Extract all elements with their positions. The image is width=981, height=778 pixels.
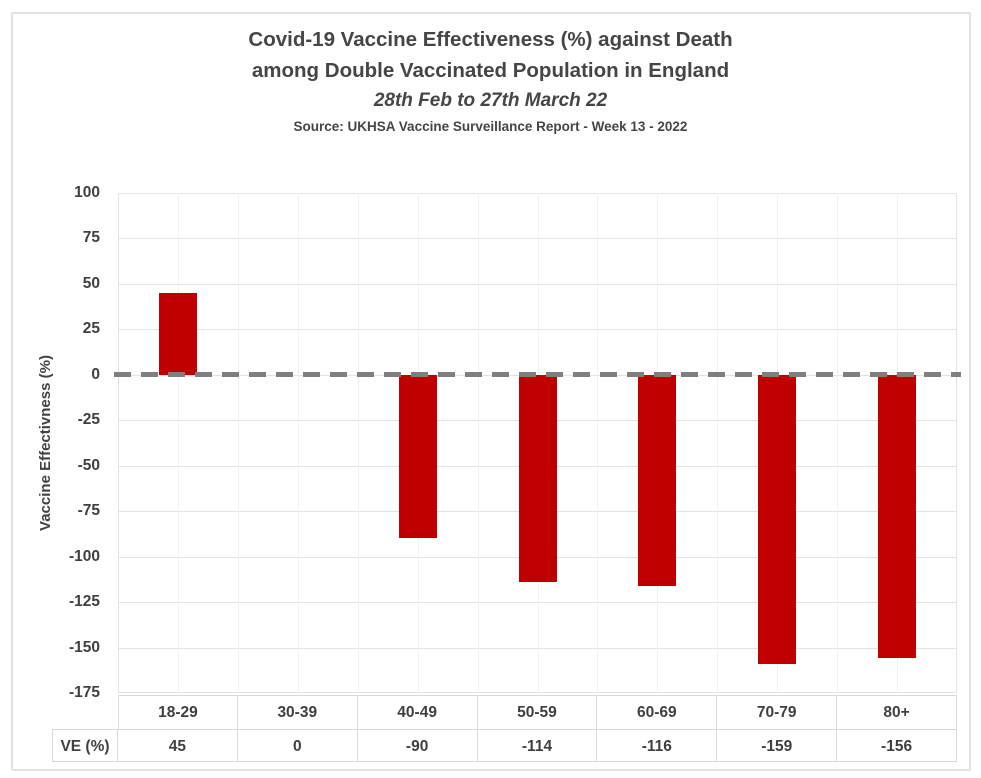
table-value: -116 [597,729,718,762]
y-tick-label: 100 [74,184,100,201]
y-tick-label: 75 [82,229,100,247]
chart-title-line1: Covid-19 Vaccine Effectiveness (%) again… [248,28,733,51]
zero-dashed-line [114,372,961,378]
gridline-vertical [717,193,719,693]
table-value: 45 [118,729,238,762]
category-label: 30-39 [237,695,358,729]
category-label: 50-59 [477,695,598,729]
category-label: 40-49 [357,695,478,729]
table-value: -114 [477,729,598,762]
bar-80+ [878,374,917,659]
category-label: 70-79 [717,695,838,729]
gridline-vertical [177,193,179,693]
y-tick-label: -100 [68,547,100,565]
table-row-label: VE (%) [52,729,118,762]
y-tick-label: 0 [91,365,100,383]
y-tick-label: -150 [68,638,100,656]
table-value: -159 [717,729,838,762]
y-tick-label: -175 [68,684,100,701]
y-tick-label: -75 [77,502,100,520]
y-tick-label: 25 [82,320,100,338]
table-value: -90 [357,729,478,762]
category-label: 60-69 [597,695,718,729]
chart-source-line: Source: UKHSA Vaccine Surveillance Repor… [293,119,688,134]
gridline-vertical [237,193,239,693]
gridline-vertical [956,193,957,693]
bar-40-49 [398,374,437,539]
category-label: 80+ [837,695,957,729]
category-label: 18-29 [118,695,238,729]
gridline-vertical [837,193,839,693]
gridline-vertical [597,193,599,693]
y-tick-label: 50 [82,274,100,292]
plot-area [114,193,961,693]
bar-60-69 [638,374,677,586]
bar-70-79 [758,374,797,664]
bar-18-29 [158,293,197,375]
table-value: 0 [237,729,358,762]
y-tick-label: -25 [77,411,100,429]
table-value: -156 [837,729,957,762]
y-tick-label: -50 [77,456,100,474]
chart-title-line2: among Double Vaccinated Population in En… [251,59,730,82]
gridline-vertical [297,193,299,693]
gridline-vertical [477,193,479,693]
gridline-vertical [357,193,359,693]
y-tick-label: -125 [68,593,100,611]
gridline-vertical [118,193,119,693]
chart-date-subtitle: 28th Feb to 27th March 22 [373,90,608,111]
bar-50-59 [518,374,557,583]
